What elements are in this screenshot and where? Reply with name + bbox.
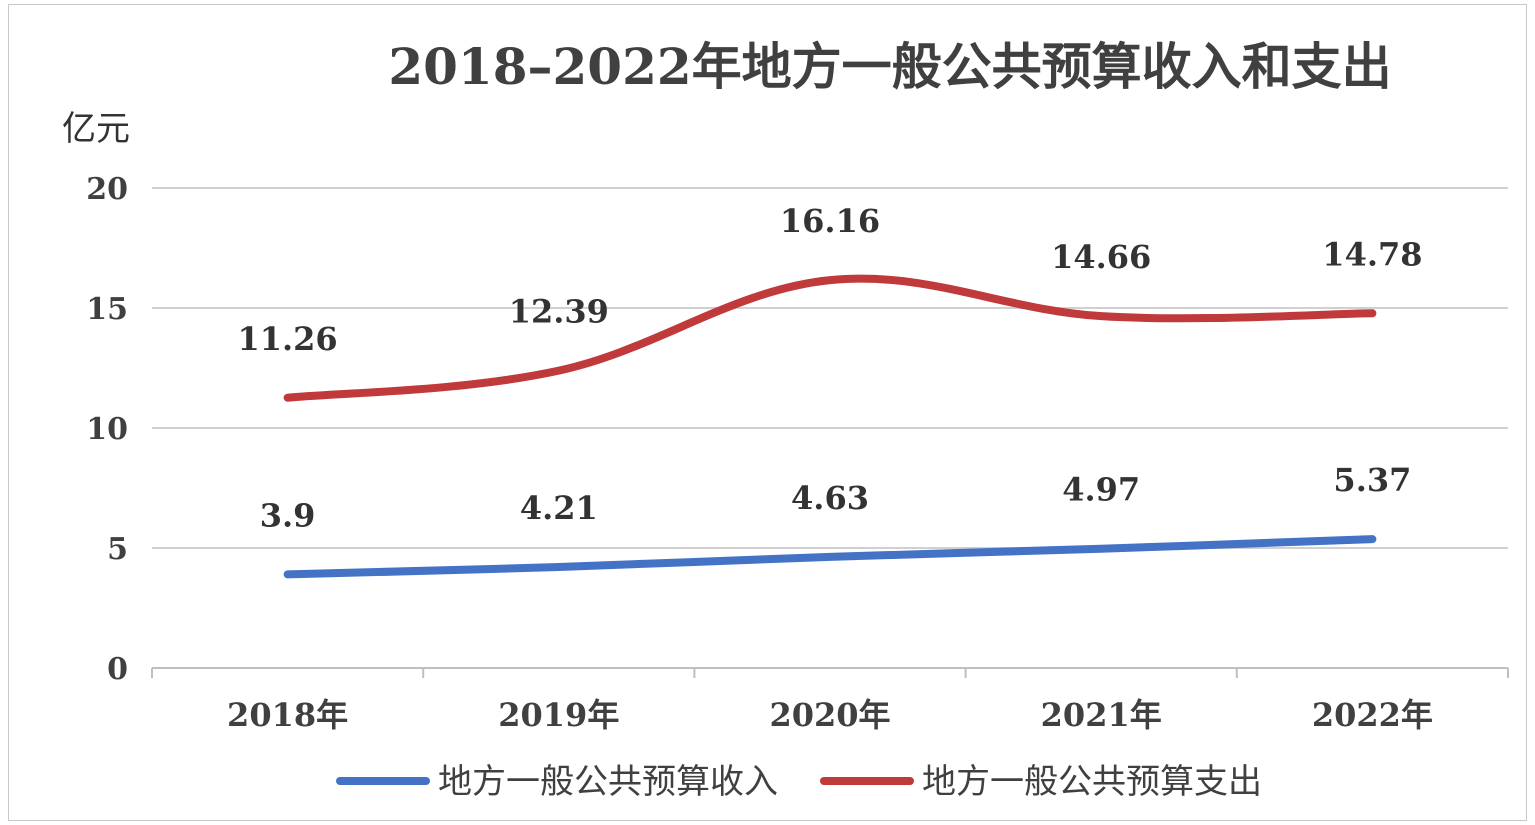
x-tick-label: 2019年: [498, 696, 619, 734]
x-tick-label: 2021年: [1041, 696, 1162, 734]
legend-label-1: 地方一般公共预算支出: [922, 762, 1262, 802]
data-label: 4.63: [791, 479, 869, 517]
data-label: 12.39: [509, 293, 609, 331]
series-lines: [283, 274, 1377, 579]
y-tick-label: 15: [86, 292, 128, 327]
series-line-0: [283, 535, 1377, 579]
data-label: 14.66: [1051, 238, 1151, 276]
y-axis-label: 亿元: [62, 109, 130, 149]
gridlines: [152, 187, 1508, 549]
data-label: 3.9: [260, 496, 316, 534]
legend-label-0: 地方一般公共预算收入: [438, 762, 778, 802]
data-label: 4.21: [520, 489, 598, 527]
data-label: 5.37: [1333, 461, 1411, 499]
legend: 地方一般公共预算收入 地方一般公共预算支出: [336, 762, 1262, 802]
x-tick-label: 2018年: [227, 696, 348, 734]
x-tick-label: 2020年: [769, 696, 890, 734]
x-tick-label: 2022年: [1312, 696, 1433, 734]
y-tick-label: 5: [107, 532, 128, 567]
data-label: 4.97: [1062, 471, 1140, 509]
data-labels: 3.9 4.21 4.63 4.97 5.37 11.26 12.39 16.16 14.66 1…: [237, 202, 1422, 534]
x-tick-labels: 2018年 2019年 2020年 2021年 2022年: [227, 696, 1433, 734]
data-label: 14.78: [1322, 235, 1422, 273]
y-tick-label: 0: [107, 652, 128, 687]
data-label: 11.26: [237, 320, 337, 358]
data-label: 16.16: [780, 202, 880, 240]
series-line-1: [283, 274, 1377, 402]
chart-title: 2018–2022年地方一般公共预算收入和支出: [388, 37, 1391, 96]
y-tick-label: 20: [86, 172, 128, 207]
chart-frame: [8, 4, 1527, 821]
y-tick-label: 10: [86, 412, 128, 447]
x-axis: [151, 667, 1509, 678]
y-tick-labels: 0 5 10 15 20: [86, 172, 128, 687]
